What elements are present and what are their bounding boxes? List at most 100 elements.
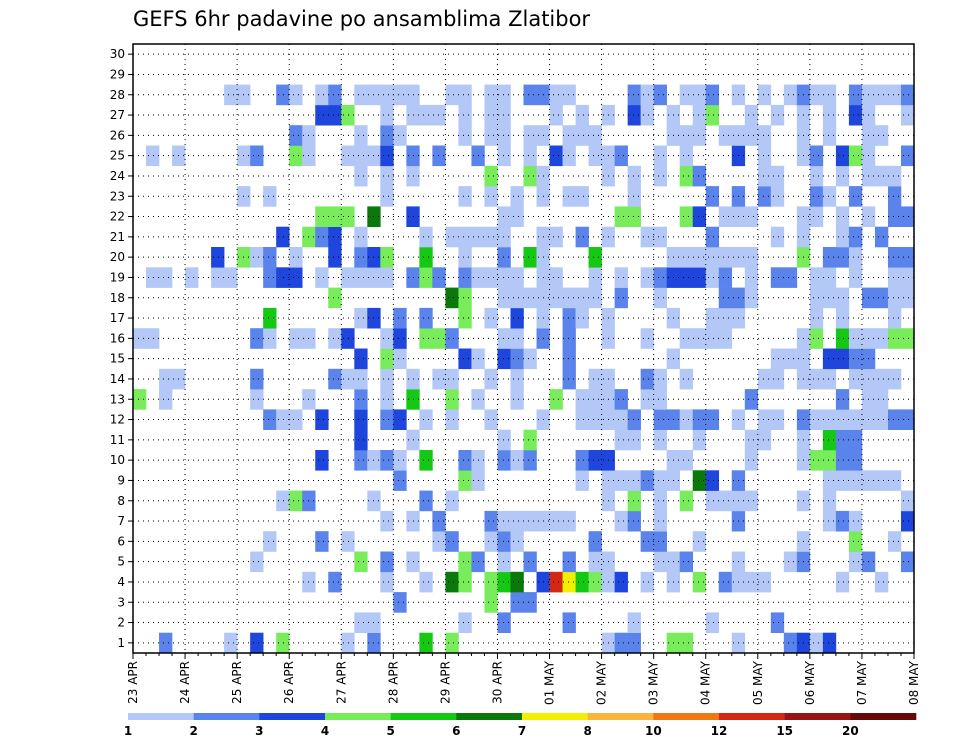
heatmap-cell bbox=[445, 84, 459, 106]
heatmap-cell bbox=[497, 145, 511, 167]
heatmap-cell bbox=[354, 348, 368, 370]
y-tick-label: 12 bbox=[110, 413, 125, 427]
y-axis: 1234567891011121314151617181920212223242… bbox=[110, 47, 133, 650]
heatmap-cell bbox=[900, 490, 915, 512]
heatmap-cell bbox=[614, 470, 628, 491]
heatmap-cell bbox=[705, 247, 720, 268]
heatmap-cell bbox=[393, 592, 407, 613]
heatmap-cell bbox=[679, 267, 694, 288]
heatmap-cell bbox=[848, 348, 863, 370]
heatmap-cell bbox=[159, 632, 173, 654]
heatmap-cell bbox=[809, 206, 824, 227]
heatmap-cell bbox=[679, 551, 694, 573]
heatmap-cell bbox=[250, 247, 264, 268]
heatmap-cell bbox=[380, 409, 394, 430]
heatmap-cell bbox=[341, 206, 355, 227]
heatmap-cell bbox=[718, 307, 733, 329]
heatmap-cell bbox=[458, 612, 472, 633]
heatmap-cell bbox=[497, 348, 511, 370]
heatmap-cell bbox=[588, 389, 602, 410]
heatmap-cell bbox=[835, 510, 850, 532]
x-tick-label: 28 APR bbox=[386, 661, 400, 704]
heatmap-cell bbox=[484, 592, 498, 613]
heatmap-cell bbox=[549, 145, 563, 167]
heatmap-cell bbox=[874, 470, 889, 491]
heatmap-cell bbox=[757, 429, 772, 451]
heatmap-cell bbox=[250, 368, 264, 390]
heatmap-cell bbox=[718, 490, 733, 512]
heatmap-cell bbox=[445, 328, 459, 349]
heatmap-cell bbox=[458, 307, 472, 329]
heatmap-cell bbox=[705, 267, 720, 288]
heatmap-cell bbox=[783, 348, 798, 370]
heatmap-cell bbox=[640, 267, 654, 288]
heatmap-cell bbox=[458, 84, 472, 106]
colorbar-segment bbox=[784, 713, 851, 720]
heatmap-cell bbox=[640, 389, 654, 410]
x-axis: 23 APR 24 APR 25 APR 26 APR 27 APR 28 APR 29 A… bbox=[126, 653, 921, 705]
heatmap-cell bbox=[432, 328, 446, 349]
heatmap-cell bbox=[718, 125, 733, 146]
heatmap-cell bbox=[887, 84, 902, 106]
heatmap-cell bbox=[458, 247, 472, 268]
heatmap-cell bbox=[835, 287, 850, 309]
heatmap-cell bbox=[653, 84, 667, 106]
colorbar-segment bbox=[259, 713, 326, 720]
heatmap-cell bbox=[510, 186, 524, 207]
heatmap-cell bbox=[900, 328, 915, 349]
heatmap-cell bbox=[432, 145, 446, 167]
heatmap-cell bbox=[757, 186, 772, 207]
heatmap-cell bbox=[328, 247, 342, 268]
heatmap-cell bbox=[458, 226, 472, 248]
heatmap-cell bbox=[900, 206, 915, 227]
heatmap-cell bbox=[562, 348, 576, 370]
heatmap-cell bbox=[900, 510, 915, 532]
heatmap-cell bbox=[640, 328, 654, 349]
heatmap-cell bbox=[588, 287, 602, 309]
heatmap-cell bbox=[770, 409, 785, 430]
heatmap-cell bbox=[887, 165, 902, 187]
heatmap-cell bbox=[822, 125, 837, 146]
heatmap-cell bbox=[458, 551, 472, 573]
heatmap-cell bbox=[484, 226, 498, 248]
heatmap-cell bbox=[692, 531, 707, 552]
heatmap-cell bbox=[614, 571, 628, 593]
heatmap-cell bbox=[276, 409, 290, 430]
colorbar-label: 20 bbox=[842, 724, 859, 738]
heatmap-cell bbox=[874, 165, 889, 187]
heatmap-cell bbox=[614, 267, 628, 288]
heatmap-cell bbox=[146, 328, 160, 349]
y-tick-label: 8 bbox=[117, 494, 125, 508]
heatmap-cell bbox=[380, 368, 394, 390]
heatmap-cell bbox=[809, 307, 824, 329]
y-tick-label: 15 bbox=[110, 352, 125, 366]
colorbar-segment bbox=[587, 713, 654, 720]
heatmap-cell bbox=[679, 409, 694, 430]
heatmap-cell bbox=[744, 571, 759, 593]
heatmap-cell bbox=[380, 145, 394, 167]
heatmap-cell bbox=[679, 490, 694, 512]
x-tick-label: 24 APR bbox=[178, 661, 192, 704]
heatmap-cell bbox=[276, 226, 290, 248]
heatmap-cell bbox=[393, 348, 407, 370]
heatmap-cell bbox=[692, 247, 707, 268]
heatmap-cell bbox=[315, 226, 329, 248]
x-tick-label: 25 APR bbox=[230, 661, 244, 704]
heatmap-cell bbox=[887, 186, 902, 207]
heatmap-cell bbox=[458, 104, 472, 126]
x-tick-label: 01 MAY bbox=[543, 660, 557, 705]
heatmap-cell bbox=[653, 287, 667, 309]
heatmap-cell bbox=[484, 104, 498, 126]
heatmap-cell bbox=[627, 409, 641, 430]
x-tick-label: 26 APR bbox=[282, 661, 296, 704]
heatmap-cell bbox=[276, 632, 290, 654]
heatmap-cell bbox=[276, 490, 290, 512]
heatmap-cell bbox=[848, 368, 863, 390]
heatmap-cell bbox=[341, 145, 355, 167]
heatmap-cell bbox=[705, 186, 720, 207]
heatmap-cell bbox=[497, 287, 511, 309]
heatmap-cell bbox=[692, 104, 707, 126]
heatmap-cell bbox=[380, 450, 394, 471]
heatmap-cell bbox=[640, 531, 654, 552]
heatmap-cell bbox=[159, 368, 173, 390]
